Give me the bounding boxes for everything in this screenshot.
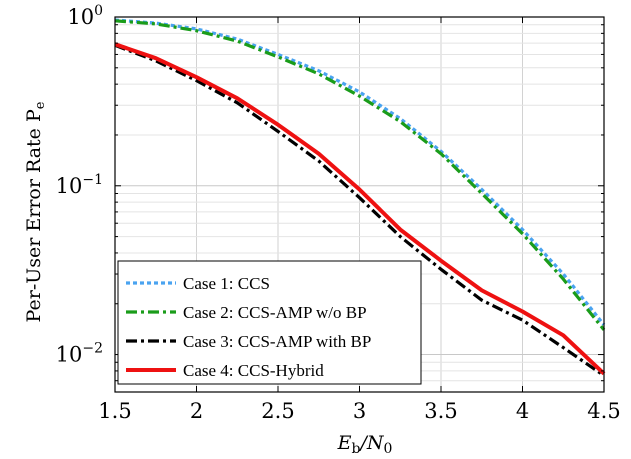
x-axis-title: Eb/N0 — [337, 432, 393, 457]
series-line-3 — [114, 43, 605, 377]
x-tick-label: 3 — [353, 399, 366, 423]
series-line-2 — [114, 19, 606, 331]
x-tick-label: 2.5 — [261, 399, 294, 423]
y-tick-label: 10−1 — [56, 172, 103, 198]
x-tick-label: 4.5 — [587, 399, 620, 423]
y-axis-title: Per-User Error Rate Pe — [23, 101, 48, 322]
series-line-4 — [114, 42, 606, 376]
y-tick-label: 100 — [67, 3, 103, 29]
legend-label-2: Case 2: CCS-AMP w/o BP — [183, 303, 367, 322]
x-tick-label: 3.5 — [424, 399, 457, 423]
legend-label-3: Case 3: CCS-AMP with BP — [183, 332, 371, 351]
y-tick-label: 10−2 — [56, 341, 103, 367]
series-line-1 — [114, 18, 606, 326]
legend: Case 1: CCS Case 2: CCS-AMP w/o BP Case 3:… — [117, 260, 422, 385]
x-tick-label: 2 — [190, 399, 203, 423]
x-tick-label: 1.5 — [98, 399, 131, 423]
legend-label-4: Case 4: CCS-Hybrid — [183, 361, 324, 380]
series-lines — [114, 18, 606, 377]
legend-label-1: Case 1: CCS — [183, 274, 270, 293]
x-tick-label: 4 — [516, 399, 529, 423]
axis-ticks: 1.5 2 2.5 3 3.5 4 4.5 100 10−1 10−2 — [56, 3, 621, 423]
